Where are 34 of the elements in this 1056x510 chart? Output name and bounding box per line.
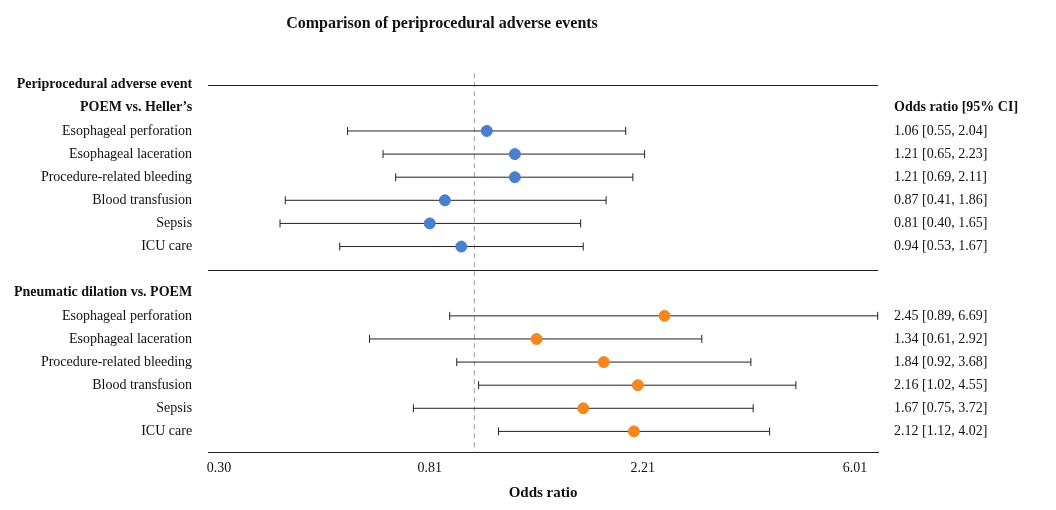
chart-title: Comparison of periprocedural adverse events (286, 13, 598, 32)
data-label: 2.16 [1.02, 4.55] (894, 376, 988, 392)
text: Odds ratio [95% CI] (894, 99, 1019, 115)
y-tick-label: Esophageal perforation (61, 122, 193, 138)
x-tick-label: 2.21 (630, 460, 655, 476)
x-axis-title: Odds ratio (508, 483, 578, 500)
y-tick-label: Esophageal laceration (68, 330, 193, 346)
y-tick-label: POEM vs. Heller’s (80, 99, 193, 115)
y-tick-label: Esophageal perforation (61, 307, 193, 323)
y-tick-label: Procedure-related bleeding (40, 353, 193, 369)
data-label: 1.06 [0.55, 2.04] (894, 122, 988, 138)
y-tick-label: Procedure-related bleeding (40, 168, 193, 184)
y-tick-label: Periprocedural adverse event (16, 76, 193, 92)
x-tick-label: 0.81 (417, 460, 442, 476)
y-tick-label: ICU care (141, 238, 193, 254)
data-label: 1.67 [0.75, 3.72] (894, 399, 988, 415)
data-label: 1.34 [0.61, 2.92] (894, 330, 988, 346)
data-label: 0.87 [0.41, 1.86] (894, 191, 988, 207)
data-label: 2.12 [1.12, 4.02] (894, 423, 988, 439)
y-tick-label: Pneumatic dilation vs. POEM (13, 284, 193, 300)
x-tick-label: 0.30 (206, 460, 232, 476)
data-label: 1.21 [0.69, 2.11] (894, 168, 987, 184)
data-label: 1.84 [0.92, 3.68] (894, 353, 988, 369)
y-tick-label: ICU care (141, 423, 193, 439)
y-tick-label: Sepsis (156, 215, 193, 231)
data-label: 2.45 [0.89, 6.69] (894, 307, 988, 323)
x-tick-label: 6.01 (842, 460, 868, 476)
y-tick-label: Blood transfusion (92, 376, 193, 392)
data-label: 1.21 [0.65, 2.23] (894, 145, 988, 161)
data-label: 0.94 [0.53, 1.67] (894, 238, 988, 254)
y-tick-label: Esophageal laceration (68, 145, 193, 161)
y-tick-label: Blood transfusion (92, 191, 193, 207)
y-tick-label: Sepsis (156, 399, 193, 415)
data-label: 0.81 [0.40, 1.65] (894, 215, 988, 231)
